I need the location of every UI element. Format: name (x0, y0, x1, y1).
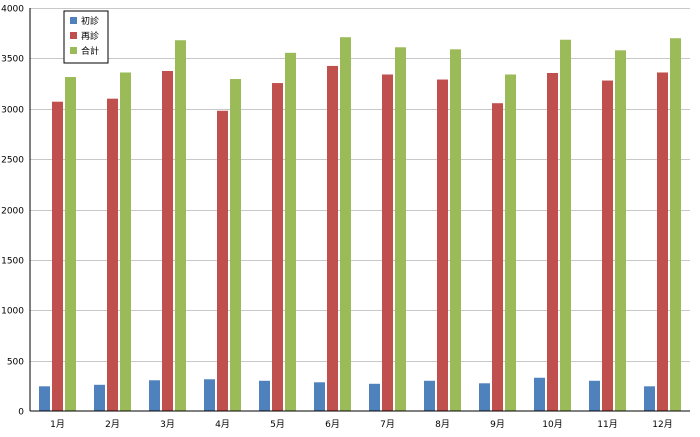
y-tick-label: 2000 (1, 207, 24, 217)
legend-swatch (70, 17, 77, 24)
x-tick-label: 12月 (652, 419, 672, 430)
x-tick-label: 1月 (50, 419, 65, 430)
bar (340, 37, 351, 411)
bars (39, 37, 681, 412)
bar (395, 47, 406, 411)
bar (547, 72, 558, 411)
y-tick-label: 4000 (1, 5, 24, 15)
x-tick-label: 6月 (325, 419, 340, 430)
bar (644, 386, 655, 411)
bar (492, 103, 503, 412)
bar (437, 79, 448, 411)
bar (94, 384, 105, 411)
bar (670, 38, 681, 411)
bar (65, 77, 76, 412)
axes (29, 8, 690, 412)
bar (149, 380, 160, 411)
x-tick-label: 3月 (160, 419, 175, 430)
bar (120, 72, 131, 411)
y-tick-label: 3000 (1, 106, 24, 116)
x-tick-labels: 1月 2月 3月 4月 5月 6月 7月 8月 9月 10月 11月 12月 (50, 419, 673, 430)
bar (175, 40, 186, 412)
legend-swatch (70, 47, 77, 54)
y-tick-label: 500 (7, 358, 24, 368)
x-tick-label: 11月 (597, 419, 617, 430)
y-tick-label: 2500 (1, 156, 24, 166)
x-tick-label: 9月 (490, 419, 505, 430)
bar (369, 383, 380, 411)
bar (479, 383, 490, 411)
bar (450, 49, 461, 412)
bar (534, 377, 545, 411)
bar (217, 110, 228, 411)
bar (272, 83, 283, 411)
bar (39, 386, 50, 411)
bar (560, 39, 571, 412)
bar (162, 70, 173, 411)
bar (589, 380, 600, 411)
x-tick-label: 2月 (105, 419, 120, 430)
bar (382, 74, 393, 412)
bar (107, 98, 118, 412)
bar (230, 79, 241, 411)
y-tick-label: 1000 (1, 307, 24, 317)
bar (505, 74, 516, 412)
bar (52, 101, 63, 411)
legend-label: 再診 (81, 30, 99, 42)
x-tick-label: 8月 (435, 419, 450, 430)
x-tick-label: 7月 (380, 419, 395, 430)
bar (285, 52, 296, 412)
x-tick-label: 4月 (215, 419, 230, 430)
bar (602, 80, 613, 411)
y-tick-label: 1500 (1, 257, 24, 267)
legend-swatch (70, 32, 77, 39)
x-tick-label: 10月 (542, 419, 562, 430)
legend-label: 初診 (81, 15, 99, 27)
bar (615, 50, 626, 411)
bar (314, 382, 325, 411)
bar (259, 380, 270, 411)
y-tick-label: 0 (18, 408, 24, 418)
legend-label: 合計 (81, 45, 99, 57)
x-tick-label: 5月 (270, 419, 285, 430)
y-tick-label: 3500 (1, 55, 24, 65)
bar (327, 65, 338, 412)
grid (30, 8, 690, 362)
bar (657, 72, 668, 411)
bar (204, 379, 215, 411)
bar (424, 380, 435, 411)
y-tick-labels: 0 500 1000 1500 2000 2500 3000 3500 4000 (1, 5, 24, 418)
